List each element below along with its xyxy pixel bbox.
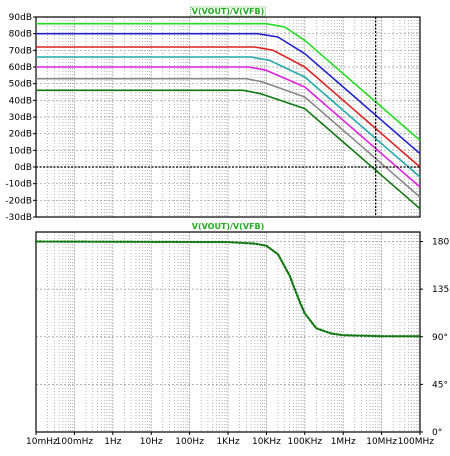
magnitude-title-box (190, 6, 266, 17)
magnitude-series-4 (36, 56, 421, 178)
phase-y-tick-label: 180° (432, 238, 450, 248)
magnitude-series-5 (36, 66, 421, 188)
x-tick-label: 10KHz (252, 437, 281, 447)
magnitude-y-tick-label: 40dB (9, 96, 32, 106)
magnitude-title: V(VOUT)/V(VFB) (192, 7, 265, 16)
x-tick-label: 1MHz (331, 437, 356, 447)
magnitude-y-tick-label: 20dB (9, 130, 32, 140)
magnitude-y-tick-label: -30dB (5, 213, 32, 223)
x-tick-label: 1Hz (104, 437, 121, 447)
magnitude-y-tick-label: 80dB (9, 30, 32, 40)
phase-title: V(VOUT)/V(VFB) (192, 222, 265, 231)
magnitude-y-tick-label: 30dB (9, 113, 32, 123)
x-tick-label: 10Hz (140, 437, 163, 447)
phase-y-tick-label: 45° (432, 380, 448, 390)
phase-series-1 (34, 240, 422, 338)
magnitude-y-tick-label: 60dB (9, 63, 32, 73)
x-tick-label: 10MHz (366, 437, 397, 447)
magnitude-y-tick-label: -20dB (5, 196, 32, 206)
magnitude-y-tick-label: 0dB (14, 163, 32, 173)
magnitude-series-6 (36, 77, 421, 198)
x-tick-label: 100Hz (175, 437, 204, 447)
x-tick-label: 100MHz (398, 437, 435, 447)
magnitude-y-tick-label: 10dB (9, 146, 32, 156)
magnitude-series-1 (36, 22, 421, 141)
x-tick-label: 100mHz (56, 437, 94, 447)
magnitude-series-7 (36, 89, 421, 210)
magnitude-y-tick-label: 70dB (9, 46, 32, 56)
magnitude-y-tick-label: -10dB (5, 180, 32, 190)
magnitude-series-3 (36, 46, 421, 168)
x-tick-label: 1KHz (216, 437, 239, 447)
x-tick-label: 10mHz (26, 437, 58, 447)
magnitude-y-tick-label: 90dB (9, 13, 32, 23)
x-tick-label: 100KHz (288, 437, 323, 447)
phase-y-tick-label: 0° (432, 428, 442, 438)
magnitude-y-tick-label: 50dB (9, 80, 32, 90)
phase-y-tick-label: 135° (432, 285, 450, 295)
phase-y-tick-label: 90° (432, 333, 448, 343)
magnitude-series-2 (36, 32, 421, 155)
